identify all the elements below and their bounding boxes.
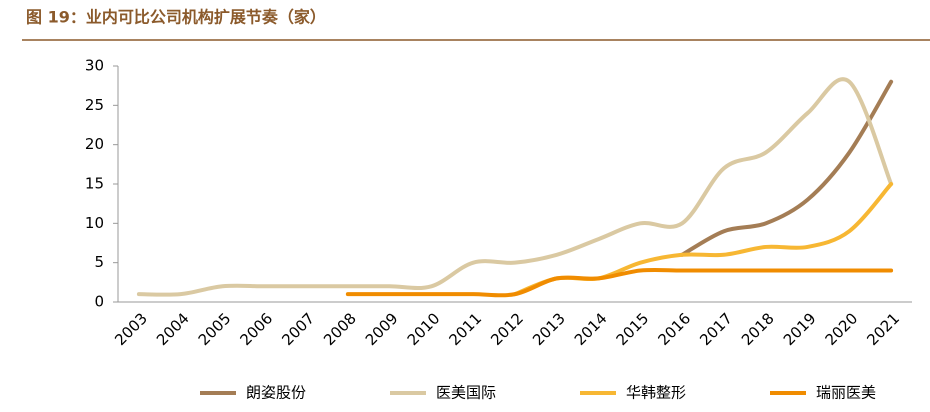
series-line <box>680 79 894 257</box>
x-tick-label: 2014 <box>571 309 611 349</box>
x-tick-label: 2013 <box>529 309 569 349</box>
y-tick-label: 25 <box>85 96 104 114</box>
y-tick-label: 0 <box>94 293 104 311</box>
series-line <box>136 77 894 297</box>
x-tick-label: 2018 <box>738 309 778 349</box>
legend-label: 朗姿股份 <box>246 384 306 402</box>
x-tick-label: 2007 <box>278 309 318 349</box>
y-tick-label: 10 <box>85 214 104 232</box>
y-tick-label: 20 <box>85 135 104 153</box>
legend-label: 华韩整形 <box>626 384 686 402</box>
x-tick-label: 2017 <box>696 309 736 349</box>
y-tick-label: 30 <box>85 57 104 75</box>
x-tick-label: 2004 <box>153 309 193 349</box>
x-tick-label: 2008 <box>320 309 360 349</box>
x-tick-label: 2003 <box>111 309 151 349</box>
chart-title: 图 19：业内可比公司机构扩展节奏（家） <box>26 8 326 27</box>
x-tick-label: 2006 <box>237 309 277 349</box>
x-tick-label: 2012 <box>487 309 527 349</box>
x-tick-label: 2009 <box>362 309 402 349</box>
y-tick-label: 15 <box>85 175 104 193</box>
y-tick-label: 5 <box>94 253 104 271</box>
x-tick-label: 2005 <box>195 309 235 349</box>
x-tick-label: 2011 <box>445 309 485 349</box>
x-tick-label: 2020 <box>822 309 862 349</box>
legend-label: 瑞丽医美 <box>816 384 876 402</box>
x-tick-label: 2016 <box>654 309 694 349</box>
series-line <box>345 267 894 298</box>
x-tick-label: 2019 <box>780 309 820 349</box>
x-tick-label: 2010 <box>404 309 444 349</box>
x-tick-label: 2021 <box>863 309 903 349</box>
x-tick-label: 2015 <box>613 309 653 349</box>
legend-label: 医美国际 <box>436 384 496 402</box>
